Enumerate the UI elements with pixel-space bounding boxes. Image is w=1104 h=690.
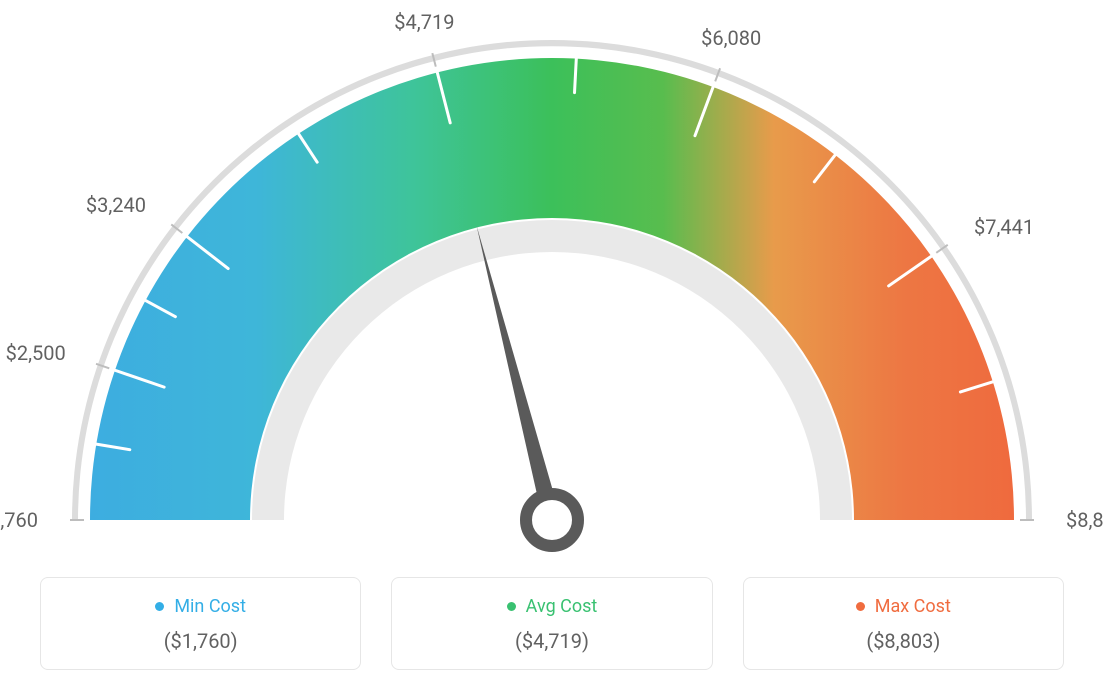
cost-card-label: Min Cost	[174, 596, 246, 617]
cost-card: Min Cost ($1,760)	[40, 577, 361, 670]
gauge-svg	[0, 10, 1104, 570]
cost-card: Avg Cost ($4,719)	[391, 577, 712, 670]
gauge-tick-label: $6,080	[691, 26, 771, 50]
gauge-tick-label: $3,240	[66, 193, 146, 217]
gauge-tick-label: $1,760	[0, 508, 38, 532]
cost-card-value: ($4,719)	[515, 629, 589, 653]
cost-card-header: Max Cost	[856, 596, 951, 617]
cost-card-value: ($8,803)	[866, 629, 940, 653]
cost-card: Max Cost ($8,803)	[743, 577, 1064, 670]
gauge-needle-hub	[526, 494, 578, 546]
cost-card-dot-icon	[507, 602, 516, 611]
cost-card-header: Min Cost	[155, 596, 246, 617]
gauge-color-band	[90, 58, 1014, 520]
gauge-tick-label: $7,441	[974, 215, 1054, 239]
gauge-container: $1,760 $2,500 $3,240 $4,719 $6,080 $7,441 $8,8…	[0, 0, 1104, 560]
cost-cards-row: Min Cost ($1,760) Avg Cost ($4,719) Max Cost…	[0, 577, 1104, 670]
cost-card-label: Avg Cost	[526, 596, 598, 617]
cost-card-value: ($1,760)	[164, 629, 238, 653]
gauge-band-tick	[575, 59, 577, 93]
cost-card-header: Avg Cost	[507, 596, 598, 617]
cost-card-dot-icon	[856, 602, 865, 611]
gauge-needle	[477, 226, 561, 523]
gauge-tick-label: $4,719	[384, 10, 464, 34]
gauge-tick-label: $8,803	[1066, 508, 1104, 532]
cost-card-label: Max Cost	[875, 596, 951, 617]
cost-card-dot-icon	[155, 602, 164, 611]
gauge-tick-label: $2,500	[0, 341, 66, 365]
